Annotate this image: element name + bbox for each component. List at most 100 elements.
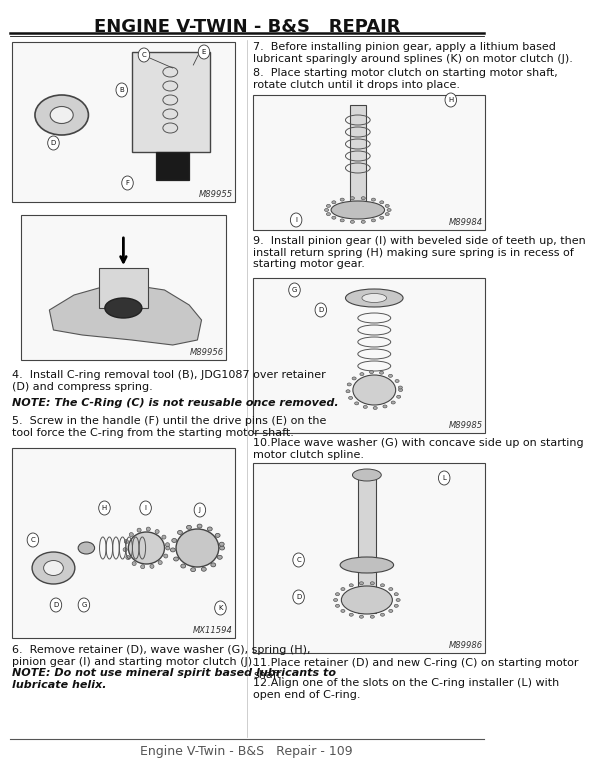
Circle shape xyxy=(289,283,300,297)
Text: C: C xyxy=(31,537,35,543)
Ellipse shape xyxy=(155,529,159,534)
Circle shape xyxy=(140,501,151,515)
Circle shape xyxy=(99,501,110,515)
Ellipse shape xyxy=(361,220,365,223)
Text: M89986: M89986 xyxy=(449,641,483,650)
Text: 4.  Install C-ring removal tool (B), JDG1087 over retainer
(D) and compress spri: 4. Install C-ring removal tool (B), JDG1… xyxy=(11,370,325,392)
Circle shape xyxy=(439,471,450,485)
Circle shape xyxy=(293,590,304,604)
Ellipse shape xyxy=(341,588,345,591)
Ellipse shape xyxy=(352,377,356,380)
Text: ENGINE V-TWIN - B&S   REPAIR: ENGINE V-TWIN - B&S REPAIR xyxy=(94,18,400,36)
Text: E: E xyxy=(202,49,206,55)
Circle shape xyxy=(138,48,150,62)
Text: I: I xyxy=(145,505,146,511)
Text: C: C xyxy=(296,557,301,563)
Circle shape xyxy=(194,503,206,517)
Text: H: H xyxy=(448,97,454,103)
Text: I: I xyxy=(295,217,297,223)
Ellipse shape xyxy=(387,209,391,212)
Ellipse shape xyxy=(211,563,216,567)
Circle shape xyxy=(290,213,302,227)
Ellipse shape xyxy=(132,561,136,565)
Ellipse shape xyxy=(146,527,151,531)
Ellipse shape xyxy=(166,546,170,550)
Bar xyxy=(11,42,235,202)
Ellipse shape xyxy=(370,370,374,374)
Circle shape xyxy=(122,176,133,190)
Ellipse shape xyxy=(395,380,399,383)
Text: M89956: M89956 xyxy=(190,348,224,357)
Ellipse shape xyxy=(50,107,73,123)
Bar xyxy=(350,105,366,215)
Ellipse shape xyxy=(353,375,395,405)
Bar xyxy=(253,463,485,653)
Ellipse shape xyxy=(217,555,222,559)
Text: M89955: M89955 xyxy=(199,190,233,199)
Circle shape xyxy=(27,533,38,547)
Ellipse shape xyxy=(352,469,381,481)
Text: K: K xyxy=(218,605,223,611)
Ellipse shape xyxy=(128,532,164,564)
Ellipse shape xyxy=(346,289,403,307)
Polygon shape xyxy=(49,285,202,345)
Text: D: D xyxy=(51,140,56,146)
Circle shape xyxy=(215,601,226,615)
Ellipse shape xyxy=(385,212,389,216)
Ellipse shape xyxy=(398,389,403,391)
Ellipse shape xyxy=(170,548,175,552)
Circle shape xyxy=(50,598,62,612)
Ellipse shape xyxy=(105,298,142,318)
Text: 5.  Screw in the handle (F) until the drive pins (E) on the
tool force the C-rin: 5. Screw in the handle (F) until the dri… xyxy=(11,416,326,438)
Ellipse shape xyxy=(371,198,376,201)
Ellipse shape xyxy=(191,568,196,571)
Ellipse shape xyxy=(173,557,179,561)
Text: J: J xyxy=(199,507,201,513)
Ellipse shape xyxy=(398,386,403,389)
Ellipse shape xyxy=(340,557,394,573)
Bar xyxy=(20,215,226,360)
Ellipse shape xyxy=(388,374,392,377)
Ellipse shape xyxy=(331,201,385,219)
Ellipse shape xyxy=(359,615,364,618)
Ellipse shape xyxy=(370,615,374,618)
Text: 6.  Remove retainer (D), wave washer (G), spring (H),
pinion gear (I) and starti: 6. Remove retainer (D), wave washer (G),… xyxy=(11,645,310,667)
Text: M89985: M89985 xyxy=(449,421,483,430)
Ellipse shape xyxy=(341,610,345,612)
Ellipse shape xyxy=(349,584,353,587)
Text: 7.  Before installing pinion gear, apply a lithium based
lubricant sparingly aro: 7. Before installing pinion gear, apply … xyxy=(253,42,573,64)
Ellipse shape xyxy=(332,201,336,204)
Ellipse shape xyxy=(334,598,338,601)
Ellipse shape xyxy=(373,407,377,410)
Ellipse shape xyxy=(158,561,162,565)
Ellipse shape xyxy=(380,216,384,219)
Ellipse shape xyxy=(166,543,170,547)
Text: D: D xyxy=(318,307,323,313)
Circle shape xyxy=(198,45,210,59)
Text: MX11594: MX11594 xyxy=(193,626,233,635)
Ellipse shape xyxy=(389,610,393,612)
Ellipse shape xyxy=(197,524,202,528)
Ellipse shape xyxy=(140,565,145,568)
Ellipse shape xyxy=(215,533,220,538)
Bar xyxy=(253,278,485,433)
Circle shape xyxy=(293,553,304,567)
Text: NOTE: The C-Ring (C) is not reusable once removed.: NOTE: The C-Ring (C) is not reusable onc… xyxy=(11,398,338,408)
Ellipse shape xyxy=(380,584,385,587)
Ellipse shape xyxy=(370,581,374,584)
Ellipse shape xyxy=(162,535,166,539)
Ellipse shape xyxy=(202,568,206,571)
Ellipse shape xyxy=(396,598,400,601)
Ellipse shape xyxy=(340,219,344,222)
Ellipse shape xyxy=(335,604,340,607)
Ellipse shape xyxy=(326,212,331,216)
Ellipse shape xyxy=(332,216,336,219)
Ellipse shape xyxy=(181,564,186,568)
Circle shape xyxy=(116,83,128,97)
Ellipse shape xyxy=(361,196,365,199)
Ellipse shape xyxy=(124,539,128,544)
Ellipse shape xyxy=(371,219,376,222)
Text: F: F xyxy=(125,180,130,186)
Ellipse shape xyxy=(172,538,176,542)
Ellipse shape xyxy=(385,204,389,207)
